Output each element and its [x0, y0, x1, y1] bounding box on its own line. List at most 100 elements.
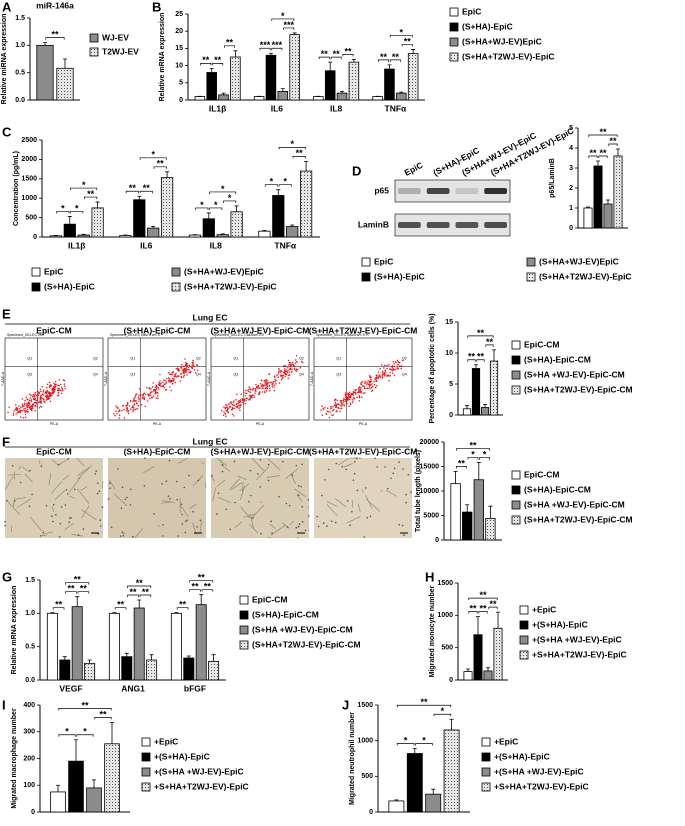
cell	[410, 491, 412, 493]
image-title: (S+HA)-EpiC-CM	[124, 325, 191, 335]
blot-band	[426, 222, 450, 228]
cell	[58, 463, 60, 466]
quadrant-label: Q1	[130, 357, 135, 361]
cell	[295, 464, 298, 467]
flow-dot	[355, 393, 357, 395]
flow-dot	[241, 401, 243, 404]
flow-dot	[285, 369, 287, 371]
flow-dot	[381, 376, 384, 379]
error-bar	[67, 216, 72, 225]
flow-dot	[26, 408, 29, 411]
flow-dot	[188, 371, 190, 374]
legend-swatch	[511, 370, 521, 380]
cell	[28, 505, 31, 508]
flow-dot	[169, 373, 172, 376]
flow-dot	[196, 369, 199, 371]
flow-dot	[266, 379, 268, 382]
significance-label: *	[221, 184, 225, 194]
flow-dot	[138, 398, 140, 400]
legend-label: (S+HA+T2WJ-EV)-EpiC	[184, 281, 277, 291]
cell	[307, 499, 310, 501]
cell	[349, 524, 352, 527]
cell	[196, 526, 198, 528]
error-bar	[112, 612, 117, 614]
cell	[211, 475, 213, 477]
flow-dot	[366, 382, 369, 384]
cell	[101, 506, 104, 509]
bar	[462, 511, 473, 541]
legend-label: (S+HA)-EpiC	[462, 21, 513, 31]
significance-bracket	[283, 27, 295, 30]
legend-swatch	[481, 782, 491, 792]
flow-dot	[248, 390, 250, 393]
flow-dot	[272, 382, 274, 385]
flow-dot	[41, 386, 44, 388]
flow-dot	[332, 414, 335, 416]
flow-dot	[393, 374, 396, 377]
flow-dot	[35, 399, 37, 402]
error-bar	[87, 659, 92, 664]
y-tick-label: 1.0	[15, 42, 25, 49]
flow-dot	[279, 371, 282, 373]
legend-swatch	[449, 52, 459, 62]
bar	[425, 793, 442, 813]
flow-dot	[330, 405, 332, 408]
significance-label: **	[226, 38, 234, 48]
quadrant-label: Q4	[93, 373, 98, 377]
legend-label: WJ-EV	[102, 32, 129, 42]
flow-dot	[248, 388, 250, 391]
significance-label: **	[81, 700, 89, 710]
cell	[144, 457, 146, 460]
y-tick-label: 1000	[437, 612, 453, 619]
cell	[364, 487, 367, 489]
flow-dot	[389, 374, 392, 377]
flow-dot	[358, 396, 361, 398]
flow-dot	[113, 412, 115, 415]
flow-dot	[348, 391, 351, 394]
cell	[297, 525, 300, 528]
legend-label: +EpiC	[154, 736, 178, 746]
flow-dot	[143, 398, 146, 401]
flow-dot	[18, 407, 21, 410]
flow-dot	[227, 411, 229, 413]
flow-dot	[160, 382, 162, 384]
cell	[124, 498, 127, 501]
cell	[4, 524, 6, 527]
flow-dot	[152, 382, 155, 384]
flow-dot	[235, 398, 237, 401]
significance-bracket	[271, 18, 295, 21]
cell	[96, 492, 99, 495]
flow-dot	[269, 390, 271, 392]
flow-dot	[248, 399, 250, 401]
significance-bracket	[396, 743, 415, 746]
cell	[402, 468, 404, 470]
flow-dot	[30, 408, 33, 411]
cell	[267, 463, 270, 466]
significance-bracket	[139, 190, 153, 194]
flow-dot	[169, 380, 172, 382]
y-tick-label: 0	[369, 809, 373, 816]
flow-dot	[347, 394, 350, 396]
flow-dot	[368, 375, 371, 377]
flow-dot	[58, 378, 61, 381]
bar	[230, 211, 243, 238]
flow-dot	[364, 382, 366, 384]
legend-label: +EpiC	[532, 604, 556, 614]
cell	[233, 460, 236, 463]
flow-dot	[260, 387, 262, 389]
cell	[297, 485, 300, 487]
significance-bracket	[56, 211, 70, 214]
legend-swatch	[171, 282, 181, 292]
image-title: (S+HA+WJ-EV)-EpiC-CM	[211, 325, 310, 335]
flow-dot	[138, 394, 140, 396]
flow-dot	[182, 371, 184, 374]
significance-label: **	[191, 582, 199, 592]
cell	[335, 462, 338, 465]
flow-dot	[264, 390, 266, 392]
flow-dot	[175, 376, 178, 378]
significance-bracket	[476, 359, 485, 362]
flow-dot	[29, 403, 31, 405]
flow-dot	[348, 396, 351, 399]
flow-dot	[287, 377, 290, 379]
bar	[277, 91, 289, 101]
